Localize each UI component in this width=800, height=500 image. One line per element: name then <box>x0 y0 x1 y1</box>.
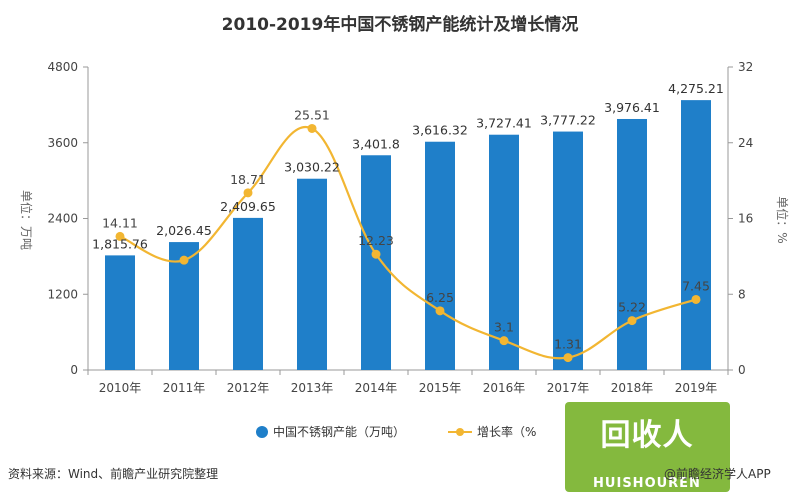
bar-value-label: 3,976.41 <box>604 100 660 115</box>
bar-value-label: 3,727.41 <box>476 116 532 131</box>
growth-point <box>371 249 381 259</box>
y-right-tick-label: 8 <box>738 287 746 301</box>
bar-value-label: 2,026.45 <box>156 223 212 238</box>
chart-title: 2010-2019年中国不锈钢产能统计及增长情况 <box>222 14 579 35</box>
x-tick-label: 2019年 <box>675 381 718 395</box>
x-tick-label: 2017年 <box>547 381 590 395</box>
brand-sub: HUISHOUREN <box>593 476 701 491</box>
growth-value-label: 14.11 <box>102 215 138 230</box>
growth-value-label: 25.51 <box>294 107 330 122</box>
bar <box>681 100 711 370</box>
growth-point <box>115 231 125 241</box>
bar <box>105 255 135 370</box>
x-tick-label: 2014年 <box>355 381 398 395</box>
legend-line-dot <box>456 428 464 436</box>
y-right-tick-label: 0 <box>738 363 746 377</box>
bar <box>553 131 583 370</box>
growth-point <box>691 294 701 304</box>
bar-value-label: 3,401.8 <box>352 136 400 151</box>
growth-value-label: 3.1 <box>494 320 514 335</box>
y-left-tick-label: 0 <box>70 363 78 377</box>
legend-bar-marker <box>256 426 268 438</box>
growth-point <box>499 336 509 346</box>
bar-value-label: 3,030.22 <box>284 160 340 175</box>
growth-value-label: 5.22 <box>618 300 646 315</box>
bar <box>489 134 519 370</box>
growth-value-label: 7.45 <box>682 278 710 293</box>
x-tick-label: 2015年 <box>419 381 462 395</box>
bar <box>297 178 327 370</box>
growth-point <box>627 316 637 326</box>
growth-line <box>115 123 701 363</box>
credit: @前瞻经济学人APP <box>664 466 771 481</box>
brand-logo: 回收人 HUISHOUREN <box>565 402 730 492</box>
growth-line-path <box>119 125 697 360</box>
bars <box>105 100 711 370</box>
growth-value-label: 1.31 <box>554 337 582 352</box>
growth-value-label: 6.25 <box>426 290 454 305</box>
y-right-tick-label: 32 <box>738 60 753 74</box>
growth-point <box>307 123 317 133</box>
bar-value-label: 3,616.32 <box>412 123 468 138</box>
left-axis-title: 单位：万吨 <box>19 190 34 250</box>
legend-line-label: 增长率（% <box>477 424 536 439</box>
x-tick-label: 2016年 <box>483 381 526 395</box>
growth-point <box>179 255 189 265</box>
y-left-tick-label: 3600 <box>47 136 78 150</box>
data-labels: 1,815.76 2,026.45 2,409.65 3,030.22 3,401.8 3… <box>92 81 724 351</box>
growth-point <box>435 306 445 316</box>
growth-value-label: 12.23 <box>358 233 394 248</box>
growth-point <box>243 188 253 198</box>
x-tick-label: 2011年 <box>163 381 206 395</box>
bar <box>233 217 263 370</box>
bar-value-label: 4,275.21 <box>668 81 724 96</box>
y-left-tick-label: 1200 <box>47 287 78 301</box>
x-tick-label: 2018年 <box>611 381 654 395</box>
bar-value-label: 3,777.22 <box>540 113 596 128</box>
bar <box>361 155 391 370</box>
x-tick-label: 2012年 <box>227 381 270 395</box>
bar <box>425 141 455 370</box>
legend-bar-label: 中国不锈钢产能（万吨） <box>273 424 405 439</box>
bar <box>617 118 647 370</box>
brand-main: 回收人 <box>601 418 694 453</box>
right-axis-title: 单位：% <box>775 196 790 243</box>
axes: 0 1200 2400 3600 4800 0 8 16 24 32 2010年 2011年 2012年… <box>47 60 753 395</box>
source-note: 资料来源：Wind、前瞻产业研究院整理 <box>8 466 218 481</box>
y-left-tick-label: 2400 <box>47 212 78 226</box>
y-right-tick-label: 16 <box>738 212 753 226</box>
x-tick-label: 2010年 <box>99 381 142 395</box>
y-right-tick-label: 24 <box>738 136 753 150</box>
legend: 中国不锈钢产能（万吨） 增长率（% <box>256 424 536 439</box>
bar-value-label: 1,815.76 <box>92 236 148 251</box>
growth-value-label: 18.71 <box>230 172 266 187</box>
x-tick-label: 2013年 <box>291 381 334 395</box>
y-left-tick-label: 4800 <box>47 60 78 74</box>
bar-value-label: 2,409.65 <box>220 199 276 214</box>
growth-point <box>563 353 573 363</box>
